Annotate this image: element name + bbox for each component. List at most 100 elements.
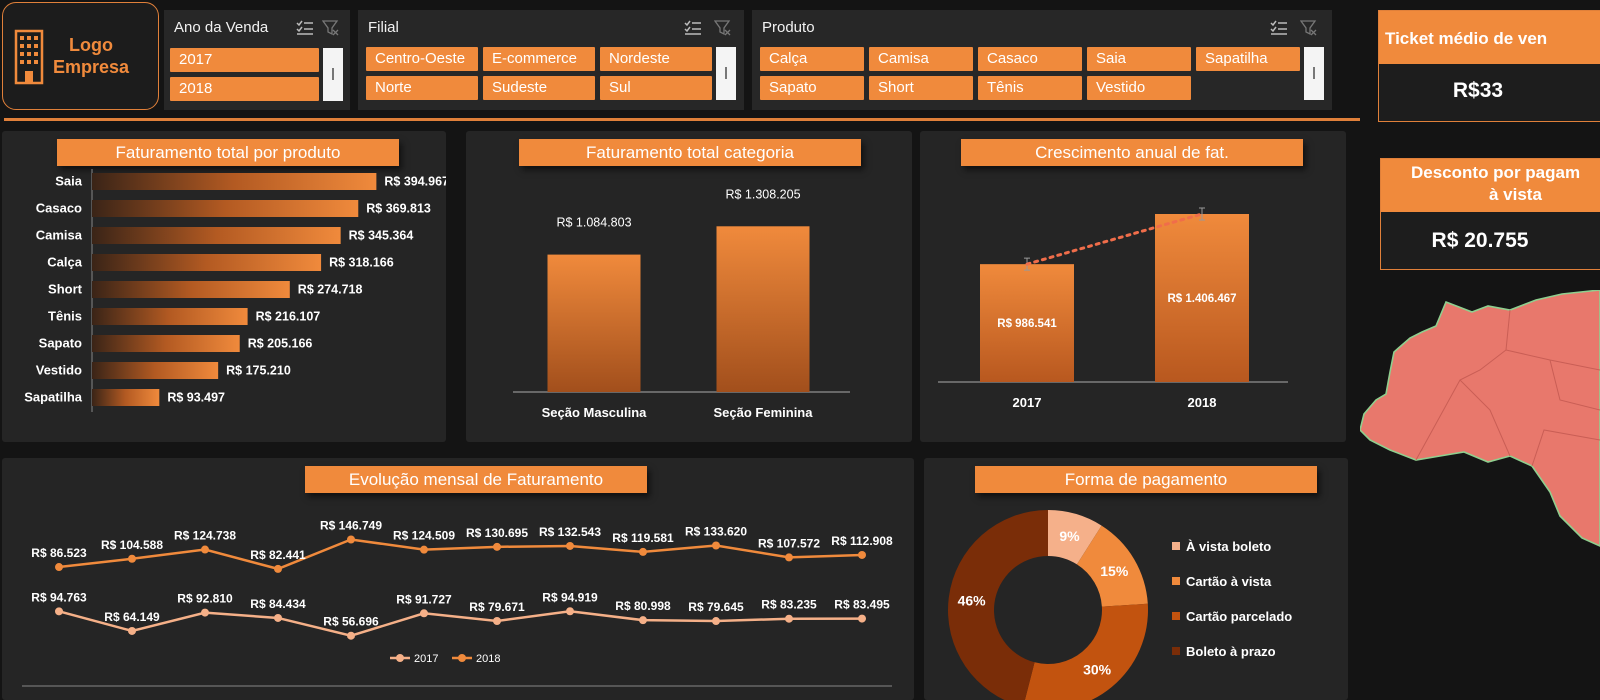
clear-filter-icon[interactable] — [322, 19, 340, 37]
bar[interactable] — [547, 254, 641, 392]
data-point[interactable] — [712, 541, 720, 550]
bar[interactable] — [980, 264, 1074, 382]
slicer-item-sul[interactable]: Sul — [600, 76, 712, 100]
bar[interactable] — [92, 173, 377, 190]
data-label: R$ 86.523 — [31, 546, 87, 560]
slicer-item-2018[interactable]: 2018 — [170, 77, 319, 101]
data-point[interactable] — [639, 547, 647, 556]
data-point[interactable] — [493, 542, 501, 551]
slicer-item-camisa[interactable]: Camisa — [869, 47, 973, 71]
clear-filter-icon[interactable] — [714, 19, 732, 37]
data-point[interactable] — [55, 563, 63, 572]
data-point[interactable] — [128, 626, 136, 635]
multi-select-icon[interactable] — [296, 19, 314, 37]
data-point[interactable] — [566, 541, 574, 550]
legend-marker — [1172, 647, 1180, 655]
slicer-filial: Filial Centro-Oeste E-commerce Nordeste … — [358, 10, 744, 110]
data-point[interactable] — [785, 553, 793, 562]
bar[interactable] — [92, 335, 240, 352]
slicer-item-sapato[interactable]: Sapato — [760, 76, 864, 100]
slicer-item-saia[interactable]: Saia — [1087, 47, 1191, 71]
slicer-ano-scrollbar[interactable] — [323, 48, 343, 101]
tick-label: Casaco — [36, 201, 82, 216]
data-point[interactable] — [493, 617, 501, 626]
data-label: R$ 345.364 — [349, 229, 414, 243]
bar[interactable] — [92, 389, 160, 406]
data-point[interactable] — [347, 631, 355, 640]
legend-marker — [396, 654, 404, 662]
bar[interactable] — [1155, 214, 1249, 382]
slicer-item-e-commerce[interactable]: E-commerce — [483, 47, 595, 71]
panel-crescimento-anual: Crescimento anual de fat. R$ 986.541 2017… — [920, 131, 1346, 442]
data-point[interactable] — [639, 616, 647, 625]
bar[interactable] — [92, 227, 341, 244]
slicer-item-sapatilha[interactable]: Sapatilha — [1196, 47, 1300, 71]
chart-faturamento-categoria: R$ 1.084.803 Seção Masculina R$ 1.308.205 S… — [513, 187, 850, 420]
data-label: R$ 133.620 — [685, 524, 747, 538]
panel-forma-pagamento: Forma de pagamento 9% 15% 30% 46% À vista bo… — [924, 458, 1348, 700]
slicer-item-norte[interactable]: Norte — [366, 76, 478, 100]
map-borders — [1415, 309, 1600, 467]
slicer-item-2017[interactable]: 2017 — [170, 48, 319, 72]
data-point[interactable] — [858, 550, 866, 559]
slicer-item-centro-oeste[interactable]: Centro-Oeste — [366, 47, 478, 71]
map-region[interactable] — [1360, 290, 1600, 547]
slicer-item-nordeste[interactable]: Nordeste — [600, 47, 712, 71]
data-label: R$ 1.308.205 — [725, 187, 800, 201]
bar[interactable] — [92, 200, 359, 217]
data-point[interactable] — [274, 564, 282, 573]
multi-select-icon[interactable] — [1270, 19, 1288, 37]
building-icon — [14, 29, 44, 85]
slice-label: 46% — [958, 592, 987, 608]
multi-select-icon[interactable] — [684, 19, 702, 37]
pie-slice[interactable] — [948, 510, 1048, 700]
data-point[interactable] — [566, 607, 574, 616]
slicer-filial-scrollbar[interactable] — [716, 47, 736, 100]
data-point[interactable] — [420, 545, 428, 554]
bar[interactable] — [716, 226, 810, 392]
clear-filter-icon[interactable] — [1300, 19, 1318, 37]
data-point[interactable] — [55, 607, 63, 616]
pie-slice[interactable] — [1076, 525, 1148, 607]
pie-slice[interactable] — [1023, 603, 1148, 700]
panel-faturamento-categoria: Faturamento total categoria R$ 1.084.803… — [466, 131, 912, 442]
data-point[interactable] — [274, 613, 282, 622]
data-point[interactable] — [712, 617, 720, 626]
tick-label: Short — [48, 282, 83, 297]
slicer-produto-scrollbar[interactable] — [1304, 47, 1324, 100]
data-point[interactable] — [858, 614, 866, 623]
data-label: R$ 146.749 — [320, 518, 382, 532]
legend-label: À vista boleto — [1186, 539, 1271, 554]
data-label: R$ 83.495 — [834, 598, 890, 612]
data-label: R$ 205.166 — [248, 337, 313, 351]
legend-marker — [458, 654, 466, 662]
pie-slice[interactable] — [1048, 510, 1102, 565]
kpi-ticket-medio: Ticket médio de ven R$33 — [1378, 10, 1600, 122]
data-point[interactable] — [201, 608, 209, 617]
data-point[interactable] — [347, 535, 355, 544]
data-label: R$ 986.541 — [997, 318, 1057, 330]
data-point[interactable] — [420, 609, 428, 618]
slicer-item-short[interactable]: Short — [869, 76, 973, 100]
slicer-item-sudeste[interactable]: Sudeste — [483, 76, 595, 100]
data-label: R$ 64.149 — [104, 610, 160, 624]
brazil-map[interactable] — [1360, 290, 1600, 700]
bar[interactable] — [92, 362, 219, 379]
bar[interactable] — [92, 308, 248, 325]
slicer-item-calca[interactable]: Calça — [760, 47, 864, 71]
legend-marker — [1172, 542, 1180, 550]
data-point[interactable] — [128, 554, 136, 563]
slicer-item-vestido[interactable]: Vestido — [1087, 76, 1191, 100]
slicer-item-casaco[interactable]: Casaco — [978, 47, 1082, 71]
data-point[interactable] — [201, 545, 209, 554]
slice-label: 9% — [1059, 528, 1080, 544]
bar[interactable] — [92, 254, 322, 271]
data-point[interactable] — [785, 614, 793, 623]
data-label: R$ 130.695 — [466, 526, 528, 540]
data-label: R$ 394.967 — [384, 175, 446, 189]
slicer-item-tenis[interactable]: Tênis — [978, 76, 1082, 100]
kpi-desconto-title: Desconto por pagam à vista — [1381, 159, 1600, 212]
bar[interactable] — [92, 281, 290, 298]
tick-label: Camisa — [36, 228, 83, 243]
logo-line-1: Logo — [69, 35, 114, 55]
